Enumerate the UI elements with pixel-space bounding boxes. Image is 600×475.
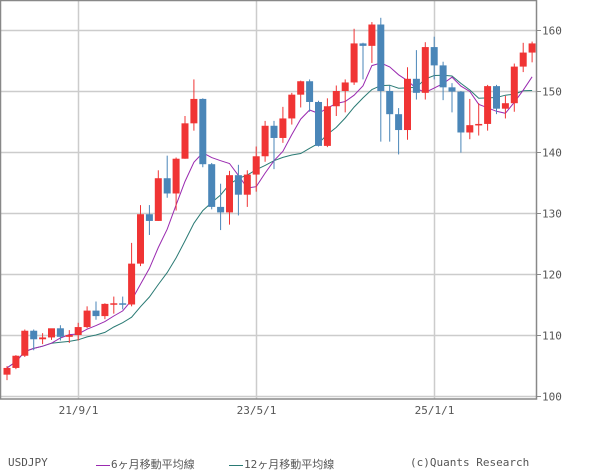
candle: [493, 86, 500, 109]
candle: [119, 303, 127, 305]
candle: [208, 164, 216, 207]
candles: [3, 17, 536, 381]
candle: [39, 337, 47, 340]
candle: [128, 263, 136, 305]
candle: [12, 355, 20, 368]
candle: [137, 214, 144, 264]
candle: [288, 94, 296, 119]
y-tick-label: 120: [542, 269, 562, 282]
candle: [145, 214, 153, 221]
candle: [501, 103, 509, 109]
x-tick-label: 21/9/1: [59, 404, 99, 417]
candle: [332, 91, 340, 107]
candle: [315, 101, 322, 146]
chart-footer: USDJPY 6ヶ月移動平均線 12ヶ月移動平均線 (c)Quants Rese…: [0, 456, 600, 472]
candle: [510, 66, 518, 104]
candle: [279, 118, 287, 138]
symbol-label: USDJPY: [8, 456, 48, 469]
candle: [3, 367, 11, 375]
y-tick-label: 160: [542, 25, 562, 38]
candle: [404, 78, 411, 131]
candle: [243, 174, 251, 195]
candle: [181, 123, 189, 159]
candle: [448, 87, 456, 92]
candle: [395, 114, 403, 131]
candle: [21, 330, 29, 356]
legend-ma12: 12ヶ月移動平均線: [229, 456, 334, 472]
candle: [110, 303, 118, 305]
candle: [234, 175, 242, 195]
candle: [368, 24, 376, 46]
candle: [528, 43, 536, 53]
candle: [65, 335, 73, 337]
candle: [261, 125, 269, 157]
y-tick-label: 150: [542, 86, 562, 99]
candle: [154, 178, 162, 221]
candle: [421, 47, 429, 93]
y-tick-label: 140: [542, 147, 562, 160]
candle: [430, 47, 438, 66]
candlestick-chart: 100 110 120 130 140 150 160 21/9/1 23/5/1 25/1/1: [0, 0, 562, 417]
candle: [359, 43, 367, 46]
legend-ma6: 6ヶ月移動平均線: [96, 456, 195, 472]
legend-ma12-swatch: [229, 464, 243, 466]
plot-frame: [0, 0, 538, 400]
candle: [439, 65, 447, 88]
candle: [475, 123, 483, 126]
candle: [341, 82, 349, 91]
copyright-label: (c)Quants Research: [410, 456, 530, 469]
candle: [199, 98, 207, 165]
candle: [306, 81, 314, 102]
candle: [101, 303, 109, 317]
y-tick-label: 110: [542, 330, 562, 343]
legend-ma12-label: 12ヶ月移動平均線: [244, 458, 335, 471]
y-tick-label: 130: [542, 208, 562, 221]
candle: [270, 125, 278, 138]
candle: [226, 175, 233, 213]
candle: [92, 310, 100, 317]
candle: [323, 106, 331, 146]
candle: [83, 310, 91, 328]
candle: [519, 52, 527, 67]
candle: [297, 81, 305, 95]
candle: [56, 328, 64, 337]
candle: [217, 206, 225, 213]
candle: [48, 328, 55, 338]
legend-ma6-label: 6ヶ月移動平均線: [111, 458, 195, 471]
candle: [412, 78, 420, 93]
x-tick-label: 25/1/1: [415, 404, 455, 417]
candle: [377, 24, 385, 91]
candle: [190, 98, 198, 124]
x-tick-label: 23/5/1: [237, 404, 277, 417]
candle: [252, 156, 260, 175]
legend-ma6-swatch: [96, 464, 110, 466]
candle: [172, 158, 180, 194]
y-tick-label: 100: [542, 391, 562, 404]
candle: [350, 43, 358, 83]
candle: [386, 91, 394, 115]
candle: [30, 330, 38, 340]
candle: [457, 91, 465, 133]
y-axis: 100 110 120 130 140 150 160: [536, 25, 562, 404]
candle: [466, 125, 474, 133]
candle: [74, 327, 82, 335]
candle: [484, 86, 492, 124]
candle: [163, 178, 171, 194]
x-axis: 21/9/1 23/5/1 25/1/1: [59, 404, 455, 417]
